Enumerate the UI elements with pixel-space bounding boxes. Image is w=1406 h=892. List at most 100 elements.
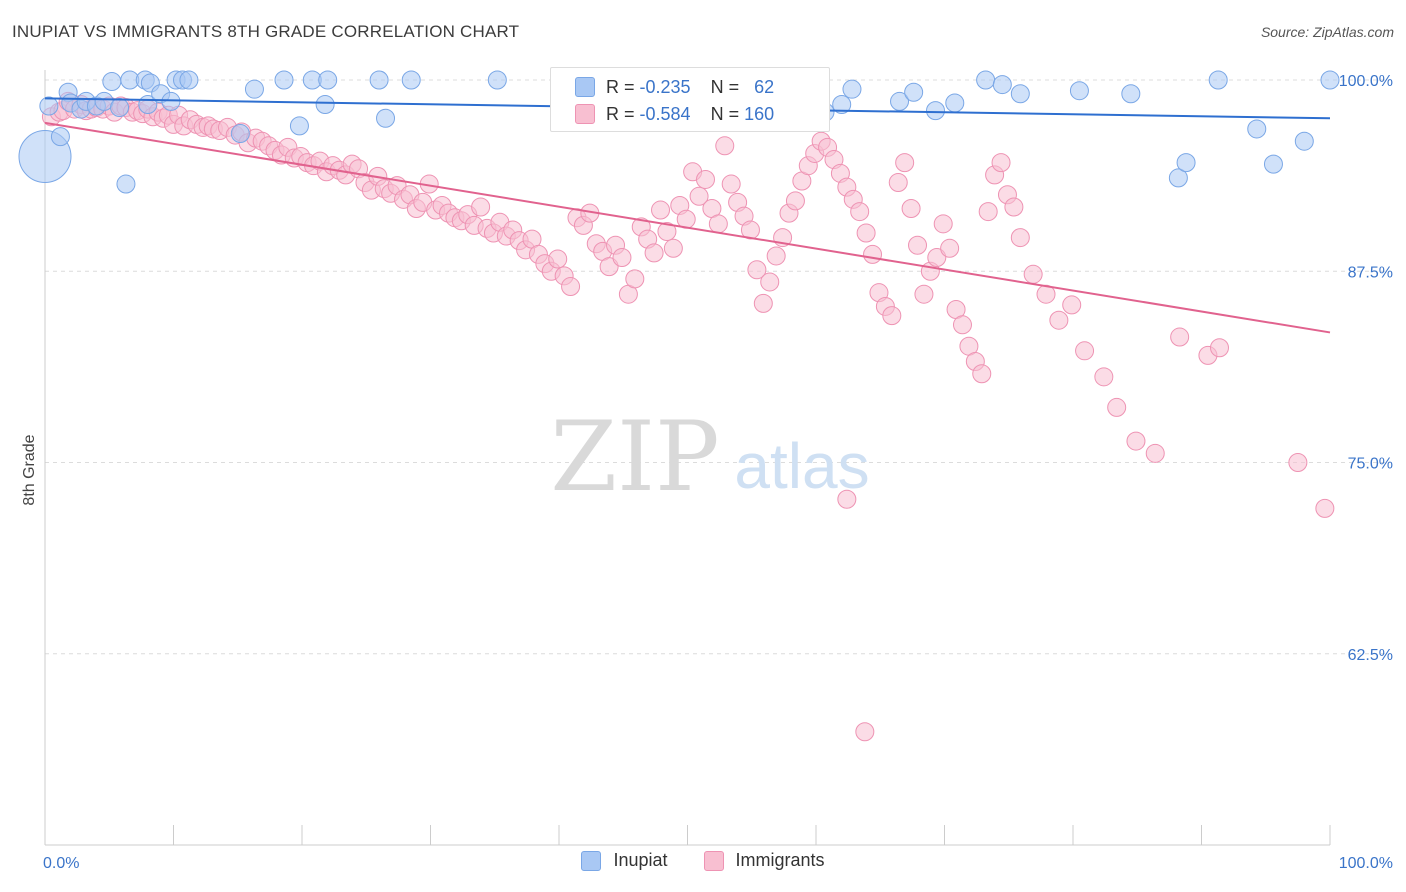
immigrants-point [933,214,953,234]
immigrants-r-value: -0.584 [639,103,691,124]
immigrants-point [599,257,619,277]
stats-legend-inupiat: R = -0.235 N = 62 [551,75,774,99]
immigrants-n-label: N = [710,103,740,124]
axes [44,70,1331,846]
inupiat-swatch [575,77,595,97]
inupiat-points [18,70,1340,194]
immigrants-r-label: R = [606,103,635,124]
inupiat-point [487,70,507,90]
immigrants-point [1209,338,1229,358]
inupiat-point [976,70,996,90]
immigrants-point [888,173,908,193]
immigrants-point [471,197,491,217]
immigrants-point [708,214,728,234]
immigrants-point [651,200,671,220]
stats-legend: R = -0.235 N = 62 R = -0.584 N = 160 [550,67,830,132]
inupiat-point [926,101,946,121]
immigrants-point [1315,498,1335,518]
immigrants-point [1010,228,1030,248]
immigrants-point [548,249,568,269]
inupiat-point [318,70,338,90]
immigrants-point [914,284,934,304]
immigrants-point [856,223,876,243]
immigrants-swatch [575,104,595,124]
immigrants-point [837,489,857,509]
inupiat-point [179,70,199,90]
immigrants-point [760,272,780,292]
y-tick-label: 87.5% [1348,264,1393,281]
immigrants-point [689,186,709,206]
inupiat-point [401,70,421,90]
inupiat-point [376,108,396,128]
legend-item-immigrants[interactable]: Immigrants [703,850,825,871]
inupiat-point [1069,81,1089,101]
inupiat-point [1320,70,1340,90]
inupiat-r-label: R = [606,76,635,97]
inupiat-point [289,116,309,136]
immigrants-point [753,293,773,313]
immigrants-point [901,199,921,219]
y-axis-label: 8th Grade [21,434,38,505]
immigrants-point [850,202,870,222]
immigrants-point [715,136,735,156]
y-tick-labels: 100.0% 87.5% 75.0% 62.5% [1339,73,1393,664]
immigrants-point [908,235,928,255]
inupiat-point [369,70,389,90]
immigrants-point [625,269,645,289]
inupiat-n-label: N = [710,76,740,97]
immigrants-point [1094,367,1114,387]
immigrants-point [1049,310,1069,330]
immigrants-point [1145,443,1165,463]
immigrants-point [1075,341,1095,361]
stats-legend-immigrants: R = -0.584 N = 160 [551,102,774,126]
immigrants-point [972,364,992,384]
immigrants-point [663,238,683,258]
immigrants-point [561,277,581,297]
legend-immigrants-swatch [703,850,724,871]
immigrants-point [978,202,998,222]
series-legend: Inupiat Immigrants [0,850,1406,871]
legend-immigrants-label: Immigrants [735,850,825,870]
legend-item-inupiat[interactable]: Inupiat [581,850,668,871]
legend-inupiat-swatch [581,850,602,871]
immigrants-point [991,153,1011,173]
inupiat-point [1168,168,1188,188]
immigrants-point [1107,397,1127,417]
inupiat-point [1176,153,1196,173]
immigrants-point [952,315,972,335]
y-tick-label: 62.5% [1348,647,1393,664]
immigrants-point [927,247,947,267]
immigrants-point [612,247,632,267]
inupiat-point [1208,70,1228,90]
inupiat-point [230,124,250,144]
inupiat-point [842,79,862,99]
x-tick-label-max: 100.0% [1339,855,1393,872]
immigrants-point [644,243,664,263]
inupiat-point [274,70,294,90]
inupiat-point [110,98,130,118]
inupiat-point [1247,119,1267,139]
immigrants-point [895,153,915,173]
inupiat-point [315,94,335,114]
legend-inupiat-label: Inupiat [613,850,668,870]
immigrants-point [940,238,960,258]
immigrants-point [695,169,715,189]
watermark: ZIP atlas [550,401,869,513]
inupiat-point [1294,131,1314,151]
inupiat-point [161,91,181,111]
y-tick-label: 100.0% [1339,73,1393,90]
immigrants-point [1023,264,1043,284]
immigrants-n-value: 160 [744,103,775,124]
immigrants-point [766,246,786,266]
x-tick-labels: 0.0% 100.0% [43,855,1393,872]
immigrants-point [1288,453,1308,472]
immigrants-point [1170,327,1190,347]
immigrants-point [855,722,875,742]
inupiat-point [39,96,59,116]
immigrants-point [863,244,883,264]
immigrants-point [1126,431,1146,451]
immigrants-point [657,221,677,241]
inupiat-point [102,72,122,92]
immigrants-point [1004,197,1024,217]
immigrants-point [721,174,741,194]
